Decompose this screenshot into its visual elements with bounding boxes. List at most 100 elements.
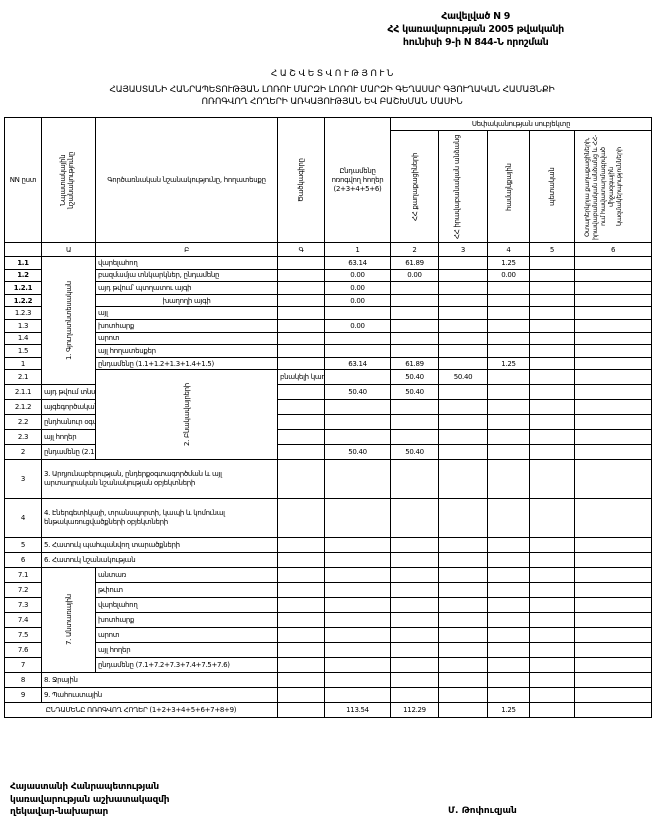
row-label: ընդամենը (1.1+1.2+1.3+1.4+1.5) [95,356,278,371]
value-cell [573,429,653,446]
row-number: 1.1 [4,256,42,270]
row-number: 2.2 [4,414,42,431]
value-cell [438,384,488,401]
value-cell [438,399,488,416]
column-index-cell: 1 [324,242,391,257]
value-cell [487,687,530,704]
row-number: 2.1.1 [4,384,42,401]
value-cell [529,627,575,644]
value-cell [529,293,575,308]
value-cell [390,567,439,584]
value-cell [529,384,575,401]
value-cell [529,444,575,461]
code-cell [277,702,325,719]
row-label: արոտ [95,331,278,346]
value-cell [573,256,653,270]
code-cell [277,306,325,320]
value-cell [529,702,575,719]
value-cell [529,657,575,674]
value-cell [324,642,391,659]
value-cell [487,399,530,416]
table-row: 7 ընդամենը (7.1+7.2+7.3+7.4+7.5+7.6) [4,657,653,674]
table-row: 1.2.2 խաղողի այգի 0.00 [4,293,653,308]
value-cell [487,414,530,431]
row-label: թփուտ [95,582,278,599]
value-cell: 0.00 [324,318,391,333]
value-cell [487,552,530,569]
row-number: 1.2.3 [4,306,42,320]
code-cell [277,627,325,644]
value-cell [390,459,439,500]
table-row: 7.4 խոտհարք [4,612,653,629]
value-cell: 61.89 [390,256,439,270]
value-cell [573,642,653,659]
code-cell [277,612,325,629]
row-label: ընդամենը (7.1+7.2+7.3+7.4+7.5+7.6) [95,657,278,674]
code-cell [277,384,325,401]
col-owner-state: պետական [529,130,575,243]
value-cell: 50.40 [390,444,439,461]
value-cell: 0.00 [324,281,391,295]
col-owners-group: Սեփականության սուբյեկտը [389,117,653,131]
code-cell [277,552,325,569]
row-label: խոտհարք [95,612,278,629]
value-cell [487,597,530,614]
footer-line-2: կառավարության աշխատակազմի [10,794,170,805]
row-number: 7.4 [4,612,42,629]
value-cell [324,687,391,704]
col-owner-community: համայնքային [487,130,530,243]
value-cell [529,399,575,416]
col-function: Գործառնական նշանակությունը, հողատեսքը [95,117,278,243]
row-label: վարելահող [95,597,278,614]
value-cell [487,281,530,295]
row-number: 7 [4,657,42,674]
code-cell [277,356,325,371]
row-number: 2.1.2 [4,399,42,416]
code-cell [277,582,325,599]
col-owner-legal: ՀՀ իրավաբանական անձանց [438,130,488,243]
value-cell [573,672,653,689]
value-cell [390,344,439,358]
value-cell: 113.54 [324,702,391,719]
value-cell [573,268,653,283]
row-label: խոտհարք [95,318,278,333]
row-label: 3. Արդյունաբերության, ընդերքօգտագործման … [41,459,278,500]
value-cell: 61.89 [390,356,439,371]
value-cell [487,498,530,539]
row-number: 1.5 [4,344,42,358]
column-index-cell [4,242,42,257]
value-cell [324,331,391,346]
row-label: 8. Ջրային [41,672,278,689]
row-number: 5 [4,537,42,554]
row-label: արոտ [95,627,278,644]
column-index-cell: Բ [95,242,278,257]
value-cell [438,281,488,295]
code-cell [277,642,325,659]
table-row: 7.1 7. Անտառային անտառ [4,567,653,674]
value-cell: 50.40 [390,369,439,386]
row-label: վարելահող [95,256,278,270]
value-cell [390,537,439,554]
code-cell [277,567,325,584]
table-row: 1.4 արոտ [4,331,653,346]
value-cell: 63.14 [324,256,391,270]
value-cell [529,281,575,295]
code-cell [277,281,325,295]
value-cell [573,657,653,674]
signatory-name: Մ. Թոփուզյան [448,806,517,816]
code-cell [277,537,325,554]
value-cell [529,597,575,614]
row-number: 6 [4,552,42,569]
value-cell [573,384,653,401]
code-cell [277,318,325,333]
value-cell [438,498,488,539]
value-cell [390,429,439,446]
table-row: 1.3 խոտհարք 0.00 [4,318,653,333]
row-label: այգեգործական (ամառանոցային) [41,399,96,416]
value-cell: 0.00 [487,268,530,283]
row-label: այդ թվում տնամերձ հողեր [41,384,96,401]
row-number: 7.6 [4,642,42,659]
table-row: 7.5 արոտ [4,627,653,644]
row-number: 8 [4,672,42,689]
